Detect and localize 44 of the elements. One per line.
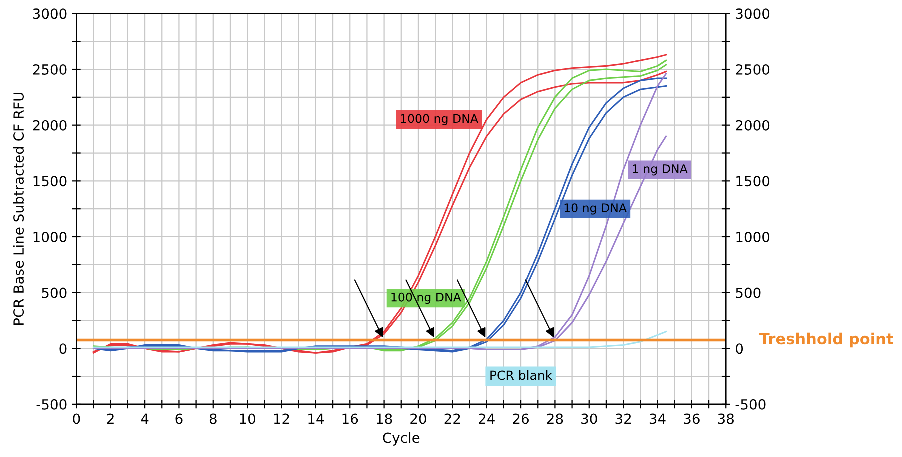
- x-tick-label: 28: [547, 414, 564, 424]
- series-label: PCR blank: [490, 370, 553, 380]
- x-tick-label: 16: [342, 414, 358, 424]
- x-tick-label: 14: [308, 414, 324, 424]
- x-tick-label: 24: [479, 414, 495, 424]
- x-tick-label: 10: [240, 414, 256, 424]
- x-tick-label: 38: [718, 414, 734, 424]
- x-tick-label: 26: [513, 414, 529, 424]
- y-tick-label: 2000: [33, 120, 67, 131]
- y-tick-label: 0: [60, 344, 67, 354]
- series-label: 1 ng DNA: [633, 164, 688, 176]
- y2-tick-label: 3000: [736, 8, 770, 20]
- y-tick-label: 500: [42, 288, 67, 298]
- ref-line-label: Treshhold point: [760, 332, 894, 348]
- y2-tick-label: -500: [736, 399, 766, 410]
- y-axis-title: PCR Base Line Subtracted CF RFU: [13, 92, 24, 326]
- series-label: 10 ng DNA: [564, 204, 627, 215]
- x-tick-label: 2: [107, 414, 114, 424]
- series-label: 100 ng DNA: [392, 292, 462, 304]
- x-tick-label: 30: [582, 414, 598, 424]
- y2-tick-label: 1500: [736, 176, 770, 187]
- x-tick-label: 0: [73, 414, 80, 424]
- series-label: 1000 ng DNA: [401, 114, 478, 126]
- y2-tick-label: 0: [736, 344, 744, 354]
- x-tick-label: 32: [616, 414, 632, 424]
- x-tick-label: 18: [376, 414, 392, 424]
- x-tick-label: 4: [141, 414, 149, 424]
- x-tick-label: 6: [176, 414, 183, 424]
- x-axis-title: Cycle: [383, 432, 420, 446]
- y2-tick-label: 1000: [736, 232, 770, 242]
- y-tick-label: -500: [36, 399, 67, 410]
- x-tick-label: 12: [274, 414, 290, 424]
- x-tick-label: 34: [650, 414, 666, 424]
- x-tick-label: 20: [410, 414, 426, 424]
- y2-tick-label: 2000: [736, 120, 770, 131]
- y-tick-label: 1500: [34, 176, 67, 187]
- y-tick-label: 3000: [33, 8, 67, 20]
- y-tick-label: 1000: [34, 232, 67, 242]
- y-tick-label: 2500: [33, 64, 67, 76]
- x-tick-label: 36: [684, 414, 700, 424]
- y2-tick-label: 2500: [736, 64, 770, 76]
- y2-tick-label: 500: [736, 288, 761, 298]
- x-tick-label: 22: [444, 414, 460, 424]
- x-tick-label: 8: [210, 414, 217, 424]
